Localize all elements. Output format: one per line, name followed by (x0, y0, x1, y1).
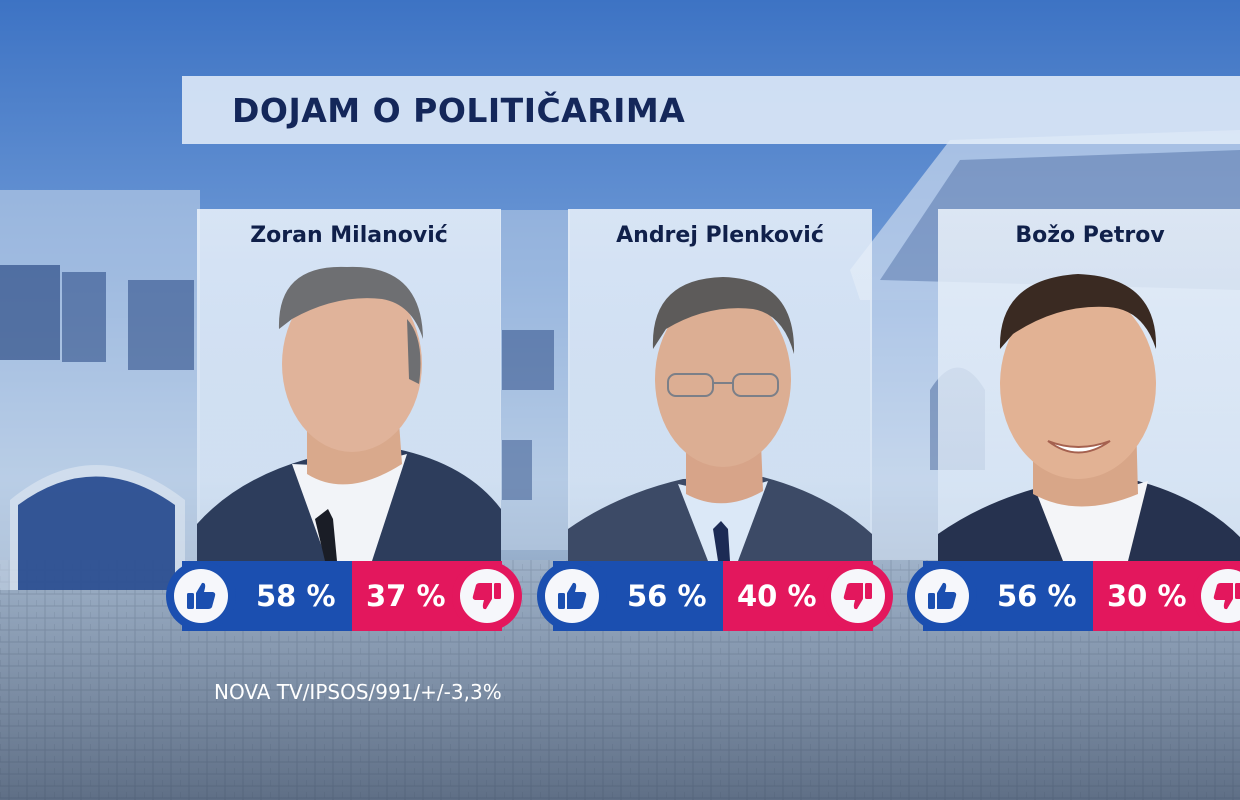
thumbs-down-icon (472, 583, 501, 610)
thumbs-up-icon (558, 582, 587, 609)
positive-percent: 58 % (256, 579, 336, 613)
thumbs-up-badge (537, 561, 607, 631)
politician-name: Božo Petrov (1015, 223, 1165, 248)
thumbs-up-badge (166, 561, 236, 631)
politician-name: Andrej Plenković (616, 223, 824, 248)
portrait-image (938, 274, 1240, 561)
thumbs-up-icon (187, 582, 216, 609)
thumbs-down-icon (1213, 583, 1240, 610)
thumbs-up-badge (907, 561, 977, 631)
negative-percent: 40 % (737, 579, 817, 613)
positive-percent: 56 % (997, 579, 1077, 613)
page-title: DOJAM O POLITIČARIMA (232, 90, 686, 130)
politician-card-milanovic: Zoran Milanović (197, 209, 501, 561)
positive-percent: 56 % (627, 579, 707, 613)
politician-card-plenkovic: Andrej Plenković (568, 209, 872, 561)
portrait-image (568, 277, 872, 561)
negative-percent: 30 % (1107, 579, 1187, 613)
politician-name: Zoran Milanović (250, 223, 448, 248)
rating-bar-petrov: 56 % 30 % (907, 561, 1240, 631)
negative-percent: 37 % (366, 579, 446, 613)
portrait-image (197, 266, 501, 561)
thumbs-down-badge (823, 561, 893, 631)
thumbs-up-icon (928, 582, 957, 609)
thumbs-down-badge (452, 561, 522, 631)
source-caption: NOVA TV/IPSOS/991/+/-3,3% (214, 680, 502, 704)
rating-bar-milanovic: 58 % 37 % (166, 561, 526, 631)
title-banner: DOJAM O POLITIČARIMA (182, 76, 1240, 144)
thumbs-down-icon (843, 583, 872, 610)
rating-bar-plenkovic: 56 % 40 % (537, 561, 897, 631)
politician-card-petrov: Božo Petrov (938, 209, 1240, 561)
